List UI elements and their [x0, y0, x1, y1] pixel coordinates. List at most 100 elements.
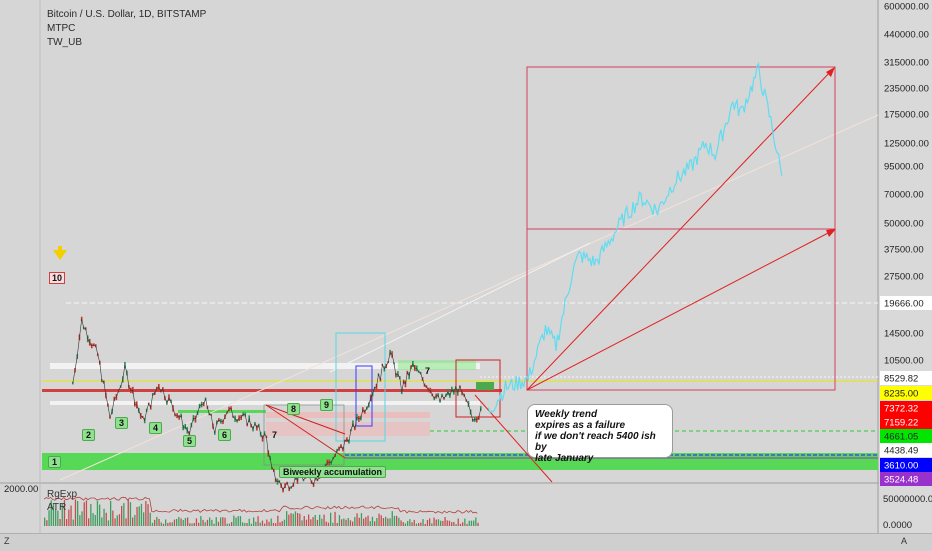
volume-bar [290, 513, 292, 526]
volume-bar [182, 519, 184, 526]
count-label-6: 6 [218, 429, 232, 441]
indicator-mtpc[interactable]: MTPC [47, 23, 76, 34]
zoom-button[interactable]: Z [4, 536, 10, 546]
volume-bar [52, 503, 55, 526]
callout-line-3: if we don't reach 5400 ish by [535, 431, 656, 453]
volume-bar [367, 515, 369, 526]
volume-bar [277, 515, 279, 526]
volume-bar [101, 517, 103, 526]
volume-bar [72, 519, 74, 526]
price-badge [880, 386, 932, 400]
volume-bar [396, 515, 398, 526]
price-tick-label: 27500.00 [884, 272, 924, 283]
price-tick-label: 600000.00 [884, 2, 929, 13]
volume-bar [147, 504, 149, 526]
volume-bar [319, 514, 321, 526]
volume-bar [178, 516, 180, 526]
volume-bar [92, 513, 94, 526]
volume-bar [74, 499, 77, 526]
volume-bar [121, 505, 123, 526]
volume-bar [248, 518, 250, 526]
volume-bar [176, 518, 178, 526]
indicator-tw-ub[interactable]: TW_UB [47, 37, 82, 48]
volume-bar [132, 517, 134, 526]
volume-bar [140, 503, 143, 526]
count-label-2: 2 [82, 429, 96, 441]
auto-scale-button[interactable]: A [901, 536, 908, 546]
volume-bar [345, 519, 347, 526]
volume-bar [466, 523, 468, 526]
price-badge [880, 401, 932, 415]
volume-bar [424, 524, 426, 526]
price-axis-labels: 600000.00 440000.00 315000.00 235000.00 1750… [880, 2, 932, 486]
time-scale-bar[interactable]: Z A [0, 533, 932, 551]
volume-bar [90, 503, 92, 526]
price-tick-label: 125000.00 [884, 139, 929, 150]
callout-note[interactable]: Weekly trend expires as a failure if we … [527, 404, 673, 464]
volume-bar [259, 522, 261, 526]
volume-bar [200, 516, 202, 526]
volume-bar [83, 502, 85, 526]
callout-line-4: late January [535, 453, 594, 464]
projected-price-line [487, 61, 783, 414]
volume-bar [235, 517, 237, 526]
volume-bar [468, 520, 470, 526]
volume-bar [413, 519, 415, 526]
volume-bar [213, 523, 215, 526]
volume-bar [272, 522, 275, 526]
chart-legend[interactable]: Bitcoin / U.S. Dollar, 1D, BITSTAMP MTPC… [47, 8, 206, 50]
volume-bar [160, 522, 162, 526]
volume-bar [156, 516, 158, 526]
white-resistance-band [50, 363, 480, 369]
volume-bar [288, 514, 290, 526]
volume-bar [385, 516, 387, 526]
volume-bar [79, 515, 81, 526]
indicator-rgexp[interactable]: RgExp [47, 489, 78, 500]
volume-bar [61, 503, 63, 526]
chart-title: Bitcoin / U.S. Dollar, 1D, BITSTAMP [47, 9, 207, 20]
volume-bar [244, 522, 246, 526]
subpane-value: 2000.00 [4, 484, 39, 495]
volume-bar [332, 522, 334, 526]
volume-bar [171, 522, 173, 526]
subpane-legend[interactable]: RgExp ATR [47, 488, 77, 514]
price-tick-label: 7159.22 [884, 418, 918, 429]
volume-bar [127, 499, 129, 526]
volume-bar [233, 515, 235, 526]
price-tick-label: 4438.49 [884, 446, 918, 457]
volume-bar [325, 521, 327, 526]
price-tick-label: 10500.00 [884, 356, 924, 367]
volume-bars [44, 499, 479, 526]
volume-bar [59, 518, 61, 526]
volume-bar [398, 517, 400, 526]
volume-bar [261, 520, 264, 526]
volume-bar [169, 522, 171, 526]
volume-bar [195, 518, 198, 526]
volume-bar [68, 509, 70, 526]
price-badge [880, 472, 932, 486]
volume-bar [347, 518, 349, 526]
volume-bar [81, 511, 83, 526]
volume-bar [297, 512, 299, 526]
volume-bar [323, 514, 325, 526]
volume-bar [202, 519, 204, 526]
volume-bar [341, 519, 343, 526]
volume-bar [316, 519, 319, 526]
volume-bar [77, 500, 79, 526]
volume-bar [448, 520, 451, 526]
price-badge [880, 415, 932, 429]
volume-bar [224, 517, 226, 526]
down-arrow-stem [58, 246, 62, 251]
trendline-white [329, 242, 591, 373]
volume-bar [286, 511, 288, 526]
volume-bar [149, 512, 151, 526]
volume-bar [369, 521, 371, 526]
projection-arrow-lower [526, 230, 833, 391]
indicator-atr[interactable]: ATR [47, 502, 67, 513]
pink-zone-1 [266, 412, 430, 418]
volume-bar [204, 522, 206, 526]
count-label-7b: 7 [425, 366, 431, 376]
price-tick-label: 37500.00 [884, 245, 924, 256]
volume-bar [382, 517, 385, 526]
